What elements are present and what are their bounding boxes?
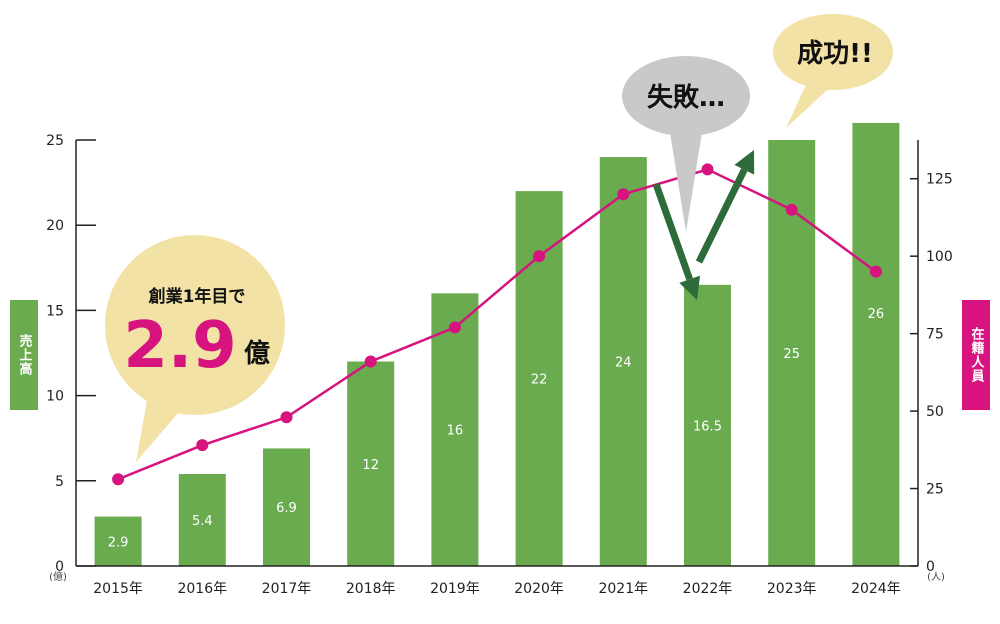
x-tick-label: 2016年 — [177, 581, 227, 597]
right-axis-label: 在籍人員 — [962, 300, 990, 410]
staff-point-2021年 — [617, 188, 630, 201]
staff-point-2018年 — [364, 355, 377, 368]
x-tick-label: 2019年 — [430, 581, 480, 597]
bar-2021年 — [599, 157, 647, 567]
x-tick-label: 2015年 — [93, 581, 143, 597]
bar-value-label: 22 — [531, 373, 548, 388]
right-tick-label: 100 — [926, 249, 953, 265]
right-unit-label: (人) — [927, 571, 945, 583]
bar-value-label: 16 — [447, 424, 464, 439]
right-tick-label: 125 — [926, 172, 953, 188]
bar-value-label: 6.9 — [276, 501, 297, 516]
left-tick-label: 0 — [55, 559, 64, 575]
staff-point-2023年 — [785, 203, 798, 216]
failure-callout-text: 失敗… — [647, 82, 725, 113]
left-tick-label: 20 — [46, 218, 64, 234]
bar-value-label: 26 — [868, 307, 885, 322]
founding-callout-value: 2.9 — [123, 309, 236, 383]
left-tick-label: 25 — [46, 133, 64, 149]
x-tick-label: 2017年 — [262, 581, 312, 597]
staff-point-2019年 — [448, 321, 461, 334]
right-tick-label: 25 — [926, 482, 944, 498]
x-tick-label: 2022年 — [683, 581, 733, 597]
staff-line — [117, 168, 877, 481]
staff-point-2016年 — [196, 439, 209, 452]
up-arrow-head — [734, 150, 755, 175]
bar-value-label: 16.5 — [693, 419, 722, 434]
x-tick-label: 2020年 — [514, 581, 564, 597]
staff-point-2020年 — [533, 250, 546, 263]
success-callout — [773, 14, 893, 90]
left-tick-label: 10 — [46, 389, 64, 405]
left-unit-label: (億) — [49, 570, 67, 583]
bar-2018年 — [347, 361, 395, 566]
right-tick-label: 75 — [926, 327, 944, 343]
failure-callout-tail — [668, 120, 704, 232]
founding-callout-unit: 億 — [244, 339, 270, 369]
bar-value-label: 5.4 — [192, 514, 213, 529]
founding-callout — [105, 235, 285, 415]
down-arrow-head — [679, 275, 701, 300]
failure-callout — [622, 56, 750, 136]
success-callout-text: 成功!! — [797, 39, 873, 69]
staff-point-2024年 — [869, 265, 882, 278]
down-arrow-shaft — [652, 182, 693, 281]
bar-value-label: 25 — [783, 347, 800, 362]
bar-2024年 — [852, 122, 900, 567]
staff-point-2015年 — [112, 473, 125, 486]
bar-value-label: 2.9 — [108, 535, 129, 550]
bar-2015年 — [94, 516, 142, 566]
left-axis-label: 売上高 — [10, 300, 38, 410]
x-tick-label: 2024年 — [851, 581, 901, 597]
bar-2019年 — [431, 293, 479, 566]
left-tick-label: 5 — [55, 474, 64, 490]
staff-point-2022年 — [701, 163, 714, 176]
bar-2022年 — [684, 284, 731, 566]
bar-value-label: 12 — [362, 458, 379, 473]
right-tick-label: 50 — [926, 404, 944, 420]
bar-2016年 — [178, 473, 226, 566]
staff-point-2017年 — [280, 411, 293, 424]
x-tick-label: 2021年 — [598, 581, 648, 597]
up-arrow-shaft — [695, 168, 748, 264]
x-tick-label: 2023年 — [767, 581, 817, 597]
bar-2017年 — [263, 448, 310, 566]
bar-value-label: 24 — [615, 356, 632, 371]
left-tick-label: 15 — [46, 303, 64, 319]
right-tick-label: 0 — [926, 559, 935, 575]
founding-callout-text: 創業1年目で — [148, 286, 246, 307]
x-tick-label: 2018年 — [346, 581, 396, 597]
